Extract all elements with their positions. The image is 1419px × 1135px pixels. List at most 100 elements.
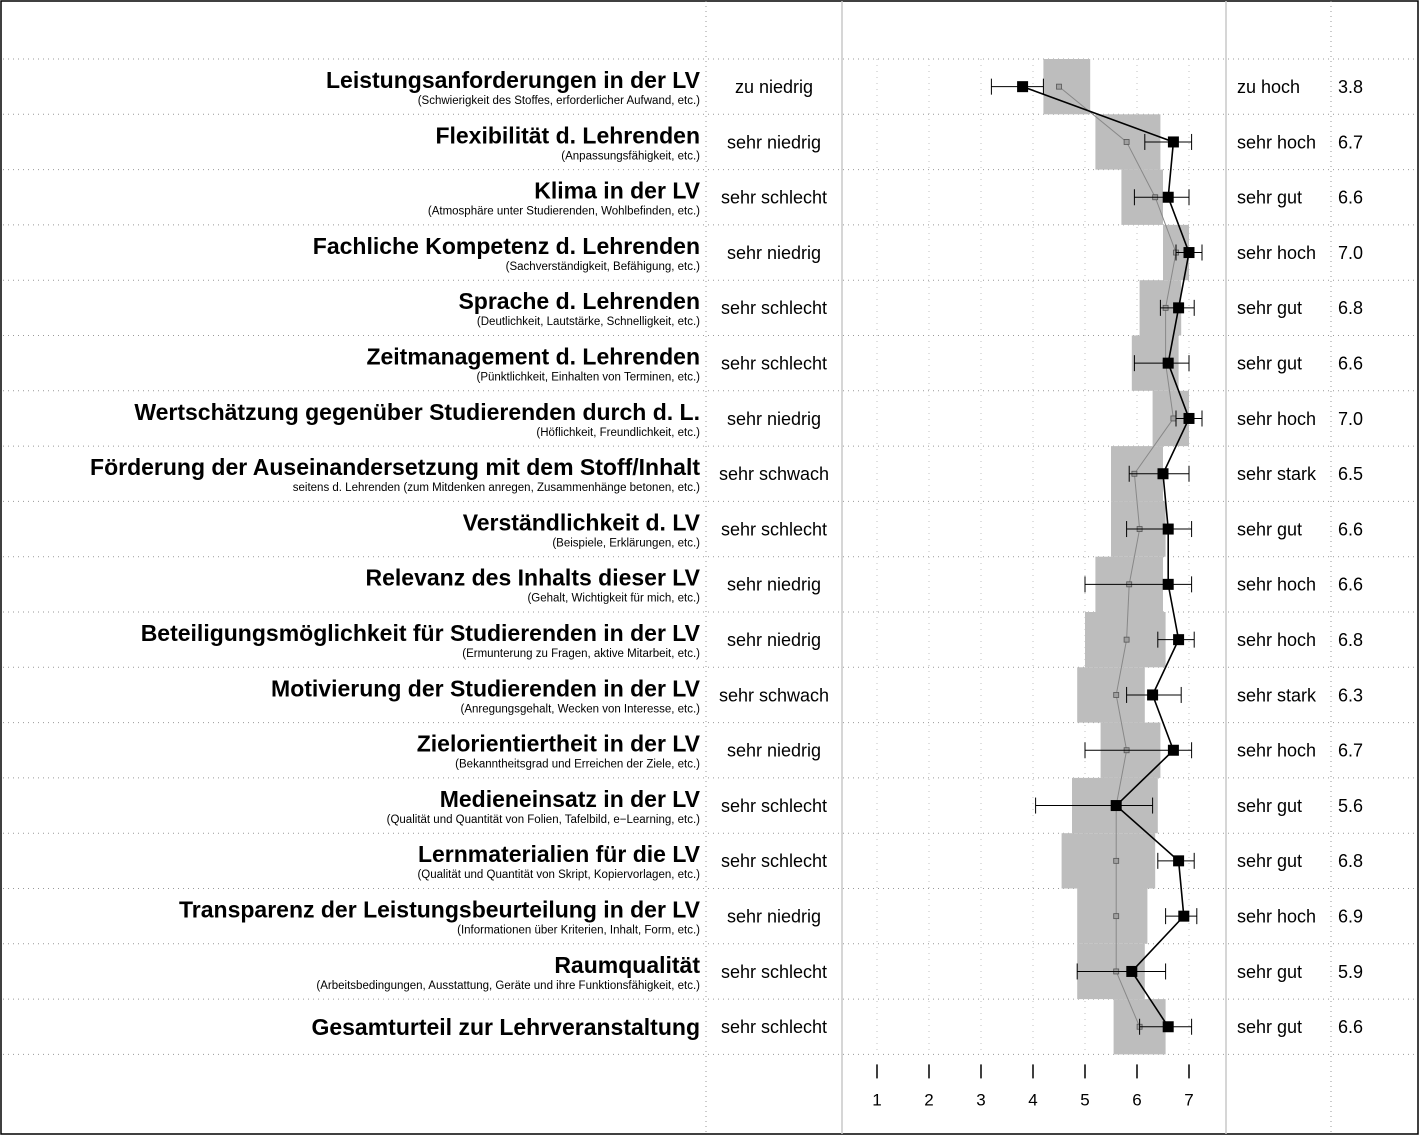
- row-title: Transparenz der Leistungsbeurteilung in …: [179, 897, 701, 923]
- scale-right-label: sehr hoch: [1237, 741, 1316, 761]
- row-title: Flexibilität d. Lehrenden: [435, 122, 700, 148]
- error-bar: [1126, 521, 1193, 538]
- grid-layer: [3, 58, 1416, 1055]
- comparison-point: [1170, 415, 1177, 422]
- main-point: [1178, 910, 1190, 922]
- main-series: [990, 78, 1203, 1035]
- scale-right-label: sehr gut: [1237, 796, 1302, 816]
- range-bar: [1077, 888, 1148, 944]
- mean-score: 5.6: [1338, 796, 1363, 816]
- scale-left-label: sehr schlecht: [721, 188, 827, 208]
- mean-score: 5.9: [1338, 962, 1363, 982]
- mean-score: 6.6: [1338, 188, 1363, 208]
- x-tick-label: 1: [872, 1090, 881, 1109]
- scale-right-label: sehr gut: [1237, 354, 1302, 374]
- scale-left-label: sehr schlecht: [721, 851, 827, 871]
- comparison-point: [1113, 692, 1120, 698]
- mean-score: 6.6: [1338, 575, 1363, 595]
- row-title: Zielorientiertheit in der LV: [417, 731, 701, 757]
- mean-score: 6.6: [1338, 1017, 1363, 1037]
- error-bar: [1035, 797, 1154, 814]
- scale-right-label: sehr gut: [1237, 851, 1302, 871]
- x-axis: 1 2 3 4 5 6 7: [872, 1064, 1194, 1109]
- scale-left-label: sehr schwach: [719, 685, 829, 705]
- main-point: [1183, 412, 1195, 424]
- x-tick-label: 7: [1184, 1090, 1193, 1109]
- scale-right-label: sehr gut: [1237, 188, 1302, 208]
- mean-score: 6.3: [1338, 685, 1363, 705]
- x-tick-label: 2: [924, 1090, 933, 1109]
- row-subtitle: (Sachverständigkeit, Befähigung, etc.): [506, 261, 701, 273]
- row-subtitle: (Höflichkeit, Freundlichkeit, etc.): [536, 427, 700, 439]
- main-point: [1017, 81, 1029, 93]
- scale-left-label: sehr schlecht: [721, 519, 827, 539]
- x-tick-label: 3: [976, 1090, 985, 1109]
- mean-score: 6.8: [1338, 298, 1363, 318]
- mean-score: 6.5: [1338, 464, 1363, 484]
- range-bar: [1061, 833, 1156, 889]
- main-point: [1126, 965, 1138, 977]
- x-tick-label: 6: [1132, 1090, 1141, 1109]
- main-point: [1167, 136, 1179, 148]
- comparison-point: [1123, 636, 1130, 643]
- scale-left-label: zu niedrig: [735, 77, 813, 97]
- main-point: [1157, 468, 1169, 480]
- row-subtitle: (Anpassungsfähigkeit, etc.): [561, 150, 700, 162]
- comparison-point: [1113, 857, 1120, 864]
- main-line: [1022, 85, 1190, 1028]
- mean-score: 3.8: [1338, 77, 1363, 97]
- scale-right-label: sehr hoch: [1237, 409, 1316, 429]
- scale-right-label: sehr gut: [1237, 519, 1302, 539]
- scale-left-label: sehr niedrig: [727, 409, 821, 429]
- scale-right-label: zu hoch: [1237, 77, 1300, 97]
- scale-left-label: sehr schlecht: [721, 962, 827, 982]
- main-point: [1110, 800, 1122, 812]
- scale-right-label: sehr gut: [1237, 962, 1302, 982]
- comparison-point: [1123, 139, 1130, 145]
- main-point: [1147, 689, 1159, 701]
- mean-score: 6.6: [1338, 354, 1363, 374]
- main-point: [1183, 247, 1195, 259]
- row-subtitle: (Bekanntheitsgrad und Erreichen der Ziel…: [455, 759, 700, 771]
- main-point: [1167, 744, 1179, 756]
- scale-left-label: sehr niedrig: [727, 243, 821, 263]
- scale-right-label: sehr hoch: [1237, 630, 1316, 650]
- mean-score: 6.9: [1338, 907, 1363, 927]
- scale-left-label: sehr schlecht: [721, 1017, 827, 1037]
- row-subtitle: (Qualität und Quantität von Folien, Tafe…: [387, 814, 701, 826]
- row-title: Gesamturteil zur Lehrveranstaltung: [311, 1014, 700, 1040]
- error-bar: [1133, 355, 1190, 372]
- row-subtitle: (Schwierigkeit des Stoffes, erforderlich…: [418, 95, 700, 107]
- main-point: [1162, 191, 1174, 203]
- scale-left-label: sehr niedrig: [727, 630, 821, 650]
- scale-left-label: sehr schlecht: [721, 354, 827, 374]
- scale-left-label: sehr schwach: [719, 464, 829, 484]
- main-point: [1162, 357, 1174, 369]
- scale-right-label: sehr stark: [1237, 685, 1317, 705]
- row-title: Verständlichkeit d. LV: [463, 509, 701, 535]
- row-subtitle: (Qualität und Quantität von Skript, Kopi…: [417, 869, 700, 881]
- main-point: [1162, 578, 1174, 590]
- row-title: Wertschätzung gegenüber Studierenden dur…: [134, 399, 700, 425]
- main-point: [1173, 302, 1185, 314]
- mean-score: 6.6: [1338, 519, 1363, 539]
- error-bar: [1076, 963, 1167, 980]
- main-point: [1162, 523, 1174, 535]
- error-bar: [1084, 576, 1193, 593]
- row-subtitle: (Anregungsgehalt, Wecken von Interesse, …: [460, 703, 700, 715]
- row-subtitle: (Informationen über Kriterien, Inhalt, F…: [457, 925, 700, 937]
- row-title: Lernmaterialien für die LV: [418, 841, 701, 867]
- row-title: Klima in der LV: [534, 178, 700, 204]
- main-point: [1173, 855, 1185, 867]
- row-subtitle: (Pünktlichkeit, Einhalten von Terminen, …: [476, 372, 700, 384]
- scale-left-label: sehr niedrig: [727, 907, 821, 927]
- row-subtitle: (Gehalt, Wichtigkeit für mich, etc.): [527, 593, 700, 605]
- scale-left-label: sehr niedrig: [727, 741, 821, 761]
- main-point: [1173, 634, 1185, 646]
- row-title: Medieneinsatz in der LV: [440, 786, 701, 812]
- mean-score: 7.0: [1338, 409, 1363, 429]
- row-subtitle: (Ermunterung zu Fragen, aktive Mitarbeit…: [462, 648, 700, 660]
- error-bar: [1133, 189, 1190, 206]
- mean-score: 7.0: [1338, 243, 1363, 263]
